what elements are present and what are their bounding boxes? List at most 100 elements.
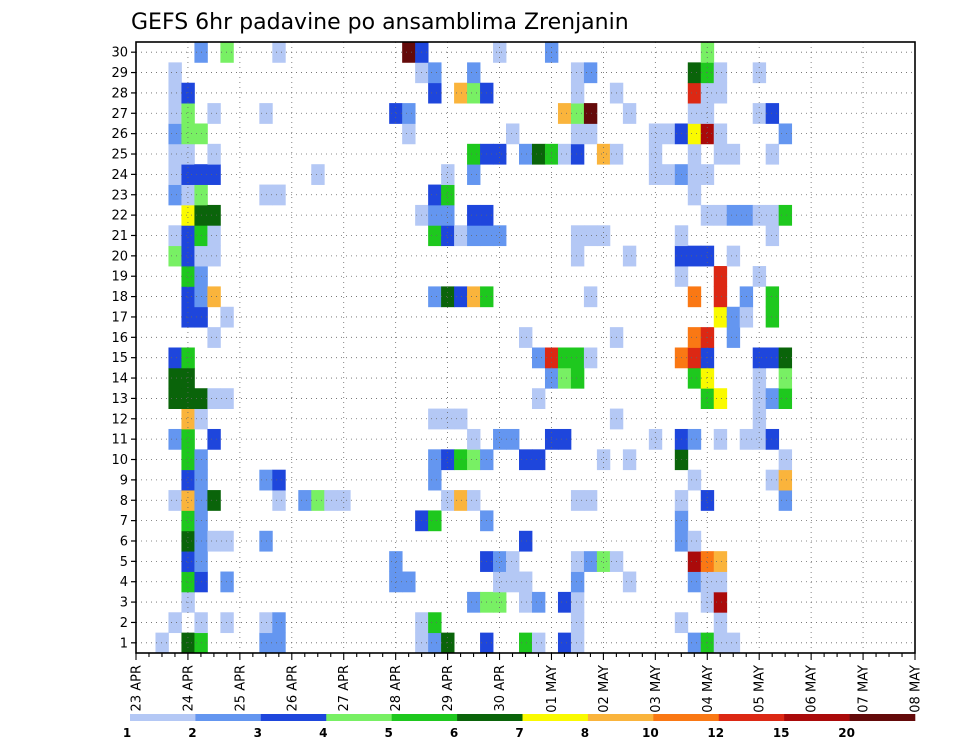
y-tick-label: 24 — [111, 168, 128, 183]
colorbar-segment — [260, 714, 327, 721]
y-tick-label: 29 — [111, 66, 128, 81]
heatmap-cell — [700, 123, 715, 145]
heatmap-cell — [155, 632, 169, 654]
heatmap-cell — [428, 62, 442, 84]
heatmap-cell — [467, 62, 481, 84]
heatmap-cell — [622, 449, 637, 471]
heatmap-cell — [531, 449, 546, 471]
y-tick-label: 7 — [120, 514, 128, 529]
heatmap-cell — [531, 632, 546, 654]
heatmap-cell — [467, 225, 481, 247]
heatmap-cell — [596, 143, 611, 165]
heatmap-cell — [765, 347, 780, 369]
x-tick-label: 04 MAY — [701, 665, 716, 713]
heatmap-cell — [454, 286, 468, 308]
heatmap-cell — [557, 632, 572, 654]
y-tick-label: 11 — [111, 433, 128, 448]
heatmap-cell — [506, 551, 520, 572]
heatmap-cell — [687, 347, 702, 369]
heatmap-cell — [441, 286, 455, 308]
x-tick-label: 01 MAY — [545, 665, 560, 713]
heatmap-cell — [519, 571, 533, 593]
heatmap-cell — [168, 428, 182, 450]
x-tick-label: 25 APR — [233, 665, 248, 711]
heatmap-cell — [207, 225, 221, 247]
colorbar-segment — [849, 714, 916, 721]
heatmap-cell — [726, 143, 741, 165]
heatmap-cell — [700, 103, 715, 124]
heatmap-cell — [506, 123, 520, 145]
heatmap-cell — [428, 204, 442, 226]
heatmap-cell — [428, 184, 442, 206]
heatmap-cells — [155, 42, 793, 654]
heatmap-cell — [570, 103, 585, 124]
heatmap-cell — [181, 571, 195, 593]
y-tick-label: 22 — [111, 209, 128, 224]
heatmap-cell — [454, 490, 468, 511]
heatmap-cell — [168, 612, 182, 634]
heatmap-cell — [557, 428, 572, 450]
heatmap-cell — [428, 510, 442, 532]
heatmap-cell — [467, 286, 481, 308]
heatmap-cell — [570, 490, 585, 511]
heatmap-cell — [713, 123, 728, 145]
heatmap-cell — [168, 347, 182, 369]
heatmap-cell — [493, 143, 507, 165]
y-tick-label: 17 — [111, 310, 128, 325]
heatmap-cell — [220, 42, 234, 63]
heatmap-cell — [428, 469, 442, 491]
heatmap-cell — [168, 123, 182, 145]
heatmap-cell — [441, 204, 455, 226]
colorbar-segment — [195, 714, 262, 721]
y-tick-label: 25 — [111, 148, 128, 163]
heatmap-cell — [583, 103, 598, 124]
heatmap-cell — [168, 490, 182, 511]
heatmap-cell — [570, 632, 585, 654]
heatmap-cell — [752, 266, 767, 287]
heatmap-cell — [687, 164, 702, 185]
heatmap-cell — [298, 490, 312, 511]
heatmap-cell — [428, 632, 442, 654]
heatmap-cell — [687, 551, 702, 572]
heatmap-cell — [570, 143, 585, 165]
heatmap-cell — [181, 551, 195, 572]
heatmap-cell — [454, 225, 468, 247]
heatmap-cell — [506, 428, 520, 450]
heatmap-cell — [700, 367, 715, 389]
x-tick-label: 02 MAY — [597, 665, 612, 713]
heatmap-cell — [726, 327, 741, 348]
heatmap-cell — [181, 204, 195, 226]
heatmap-cell — [778, 367, 793, 389]
x-tick-label: 29 APR — [441, 665, 456, 711]
heatmap-cell — [570, 367, 585, 389]
colorbar-segment — [326, 714, 392, 721]
heatmap-cell — [726, 204, 741, 226]
heatmap-cell — [765, 306, 780, 328]
heatmap-cell — [428, 449, 442, 471]
heatmap-cell — [570, 123, 585, 145]
x-tick-label: 26 APR — [285, 665, 300, 711]
heatmap-cell — [765, 469, 780, 491]
heatmap-cell — [583, 123, 598, 145]
heatmap-cell — [428, 82, 442, 104]
heatmap-cell — [467, 591, 481, 613]
heatmap-cell — [557, 103, 572, 124]
colorbar-segment — [718, 714, 785, 721]
heatmap-cell — [752, 388, 767, 409]
heatmap-cell — [181, 428, 195, 450]
heatmap-cell — [778, 449, 793, 471]
heatmap-cell — [181, 184, 195, 206]
heatmap-cell — [181, 103, 195, 124]
heatmap-cell — [661, 123, 676, 145]
heatmap-cell — [700, 388, 715, 409]
heatmap-cell — [220, 306, 234, 328]
heatmap-cell — [324, 490, 338, 511]
heatmap-cell — [726, 632, 741, 654]
y-tick-label: 4 — [120, 575, 128, 590]
heatmap-cell — [687, 82, 702, 104]
heatmap-cell — [713, 428, 728, 450]
heatmap-cell — [207, 327, 221, 348]
x-tick-label: 24 APR — [181, 665, 196, 711]
y-tick-label: 15 — [111, 351, 128, 366]
